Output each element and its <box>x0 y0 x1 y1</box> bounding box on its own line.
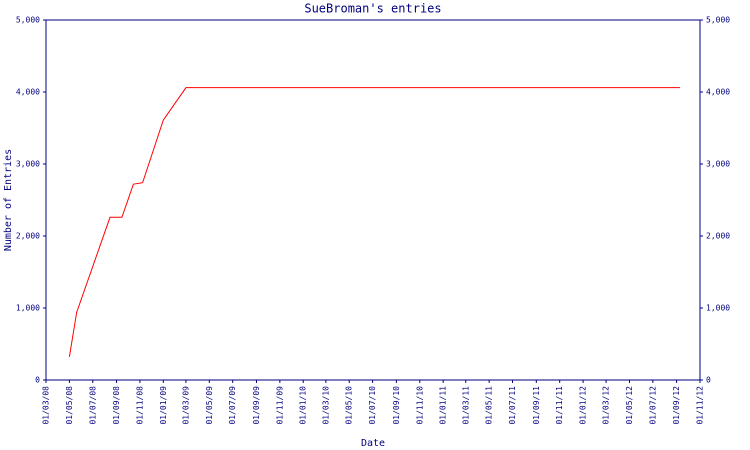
y2-tick-label: 0 <box>706 376 711 385</box>
x-tick-label: 01/11/10 <box>415 386 424 425</box>
x-tick-label: 01/03/11 <box>461 386 470 425</box>
y2-tick-label: 1,000 <box>706 304 730 313</box>
x-axis-label: Date <box>361 438 385 449</box>
y-tick-label: 3,000 <box>16 160 40 169</box>
data-line <box>68 87 681 358</box>
y2-tick-label: 4,000 <box>706 88 730 97</box>
x-tick-label: 01/11/09 <box>275 386 284 425</box>
y-axis-label: Number of Entries <box>3 149 14 251</box>
x-tick-label: 01/09/08 <box>112 386 121 425</box>
x-tick-label: 01/01/11 <box>439 386 448 425</box>
y2-tick-label: 5,000 <box>706 16 730 25</box>
y2-tick-label: 2,000 <box>706 232 730 241</box>
chart-title: SueBroman's entries <box>304 2 441 16</box>
x-tick-label: 01/07/12 <box>648 386 657 425</box>
y2-tick-label: 3,000 <box>706 160 730 169</box>
x-tick-label: 01/03/12 <box>602 386 611 425</box>
x-tick-label: 01/05/08 <box>65 386 74 425</box>
x-tick-label: 01/05/11 <box>485 386 494 425</box>
x-tick-label: 01/07/08 <box>88 386 97 425</box>
x-tick-label: 01/07/10 <box>368 386 377 425</box>
x-tick-label: 01/05/10 <box>345 386 354 425</box>
plot-frame <box>45 19 701 381</box>
x-tick-label: 01/05/12 <box>625 386 634 425</box>
x-tick-label: 01/01/10 <box>299 386 308 425</box>
y-tick-label: 1,000 <box>16 304 40 313</box>
x-tick-label: 01/09/11 <box>532 386 541 425</box>
y-tick-label: 4,000 <box>16 88 40 97</box>
x-tick-label: 01/01/12 <box>579 386 588 425</box>
x-tick-label: 01/07/11 <box>508 386 517 425</box>
x-tick-label: 01/03/08 <box>42 386 51 425</box>
x-tick-label: 01/03/10 <box>321 386 330 425</box>
x-tick-label: 01/09/10 <box>392 386 401 425</box>
y-tick-label: 5,000 <box>16 16 40 25</box>
x-tick-label: 01/11/11 <box>555 386 564 425</box>
x-tick-label: 01/07/09 <box>228 386 237 425</box>
x-tick-label: 01/09/12 <box>672 386 681 425</box>
x-tick-label: 01/11/08 <box>135 386 144 425</box>
x-tick-label: 01/03/09 <box>181 386 190 425</box>
x-tick-label: 01/09/09 <box>252 386 261 425</box>
x-tick-label: 01/05/09 <box>205 386 214 425</box>
x-tick-label: 01/01/09 <box>159 386 168 425</box>
y-tick-label: 2,000 <box>16 232 40 241</box>
x-tick-label: 01/11/12 <box>696 386 705 425</box>
y-tick-label: 0 <box>35 376 40 385</box>
